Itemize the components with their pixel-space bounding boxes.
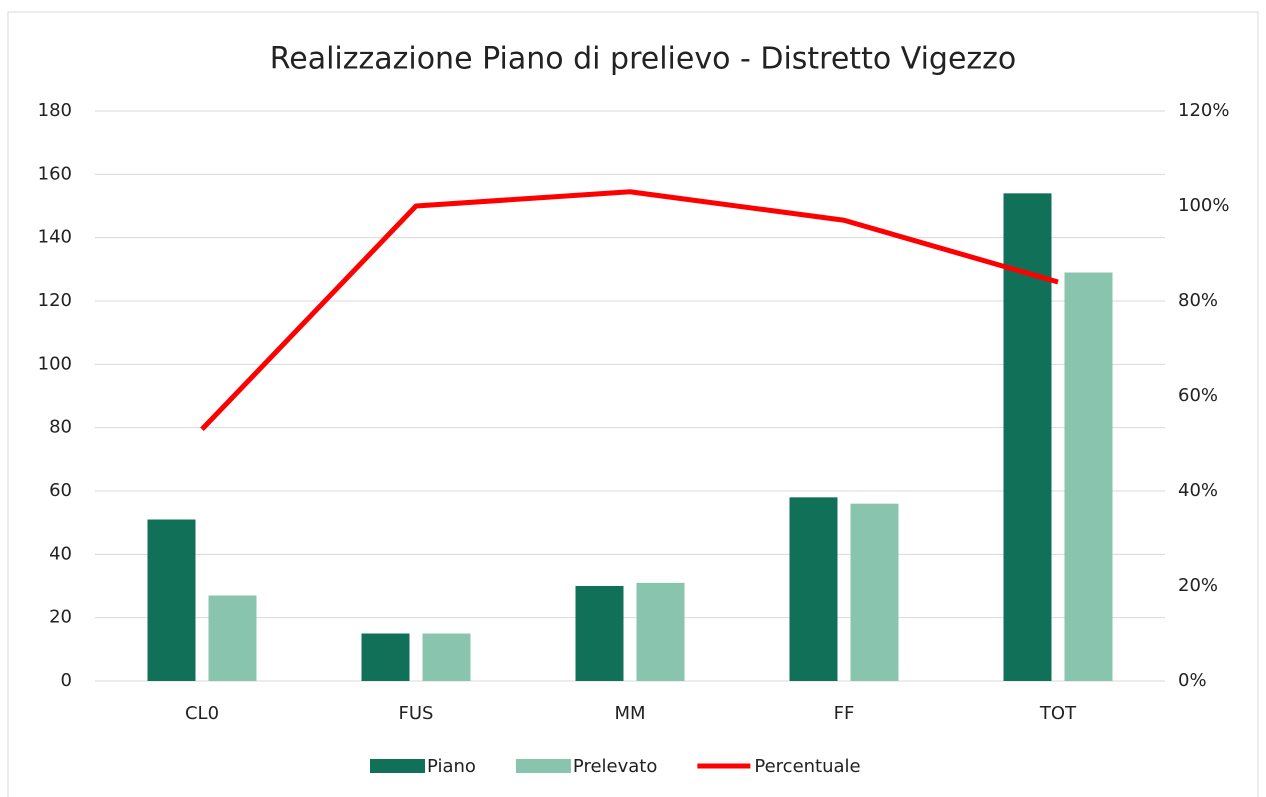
x-tick-label: CL0 xyxy=(185,703,219,724)
bar xyxy=(208,595,257,681)
legend-label: Piano xyxy=(427,756,476,777)
bar xyxy=(575,586,624,681)
y2-tick-label: 40% xyxy=(1178,480,1218,501)
y2-tick-label: 20% xyxy=(1178,575,1218,596)
chart-border xyxy=(7,11,1259,797)
bar xyxy=(850,503,899,681)
y2-tick-label: 100% xyxy=(1178,195,1229,216)
x-tick-label: FUS xyxy=(399,703,434,724)
y2-tick-label: 0% xyxy=(1178,670,1207,691)
y2-tick-label: 80% xyxy=(1178,290,1218,311)
legend-swatch xyxy=(515,759,571,773)
y-tick-label: 80 xyxy=(49,417,72,438)
bar xyxy=(361,633,410,681)
line-series xyxy=(200,189,1059,431)
x-tick-label: TOT xyxy=(1039,703,1077,724)
bar xyxy=(636,582,685,681)
y-tick-label: 140 xyxy=(38,227,72,248)
y-tick-label: 0 xyxy=(61,670,72,691)
y-tick-label: 100 xyxy=(38,353,72,374)
y2-tick-label: 60% xyxy=(1178,385,1218,406)
bar xyxy=(147,519,196,681)
chart-title: Realizzazione Piano di prelievo - Distre… xyxy=(270,42,1017,77)
legend-label: Percentuale xyxy=(754,756,860,777)
x-tick-label: FF xyxy=(834,703,855,724)
y-tick-label: 20 xyxy=(49,607,72,628)
y-tick-label: 160 xyxy=(38,163,72,184)
x-tick-label: MM xyxy=(614,703,645,724)
y-tick-label: 60 xyxy=(49,480,72,501)
y2-tick-label: 120% xyxy=(1178,100,1229,121)
y-tick-label: 40 xyxy=(49,543,72,564)
y-tick-label: 180 xyxy=(38,100,72,121)
legend-swatch xyxy=(370,759,425,773)
bar xyxy=(422,633,471,681)
bar xyxy=(1064,272,1113,681)
legend-label: Prelevato xyxy=(573,756,657,777)
bar xyxy=(789,497,838,681)
y-tick-label: 120 xyxy=(38,290,72,311)
